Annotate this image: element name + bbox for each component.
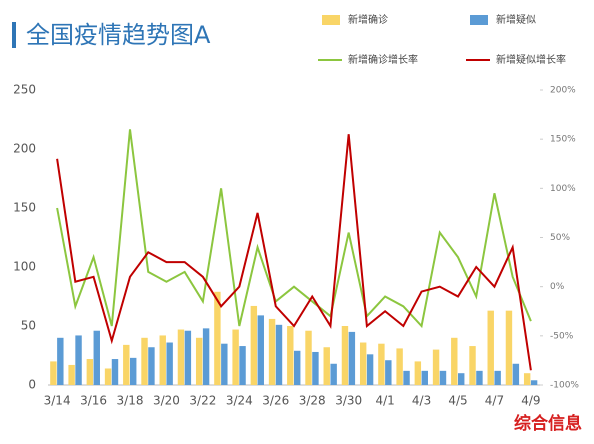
- line-series: [56, 129, 532, 329]
- bar: [414, 361, 422, 385]
- bar: [487, 310, 494, 385]
- y-tick-label: 250: [13, 83, 36, 97]
- bar: [403, 370, 410, 385]
- bar: [221, 343, 228, 385]
- bar: [330, 363, 337, 385]
- bar: [366, 354, 374, 385]
- x-tick-label: 3/14: [44, 394, 71, 408]
- y-tick-label: 0: [28, 378, 36, 392]
- x-tick-label: 3/24: [226, 394, 253, 408]
- y2-tick-label: -100%: [550, 381, 579, 391]
- y2-tick-label: 50%: [550, 233, 570, 243]
- x-tick-label: 4/9: [521, 394, 540, 408]
- x-tick-label: 4/1: [375, 394, 394, 408]
- x-tick-label: 4/7: [485, 394, 504, 408]
- bar: [159, 335, 166, 385]
- bar: [93, 330, 100, 385]
- bar: [202, 328, 210, 385]
- bar: [166, 342, 173, 385]
- bar: [75, 335, 82, 385]
- bar: [432, 349, 440, 385]
- bar: [123, 344, 130, 385]
- bar: [294, 350, 301, 385]
- bar: [50, 361, 57, 385]
- y2-tick-label: 150%: [550, 135, 576, 145]
- legend-swatch: [470, 15, 488, 25]
- y-tick-label: 200: [13, 142, 36, 156]
- x-tick-label: 3/28: [299, 394, 326, 408]
- bar: [177, 329, 185, 385]
- bar: [268, 318, 276, 385]
- x-tick-label: 4/3: [412, 394, 431, 408]
- legend-label: 新增疑似: [496, 13, 536, 26]
- bar: [111, 359, 119, 385]
- y-tick-label: 150: [13, 201, 36, 215]
- bar: [239, 346, 246, 385]
- bar: [86, 359, 94, 385]
- bar: [141, 337, 148, 385]
- legend-label: 新增确诊: [348, 13, 388, 26]
- bar: [505, 310, 513, 385]
- bar: [378, 343, 385, 385]
- bar: [530, 380, 538, 385]
- y2-tick-label: 100%: [550, 184, 576, 194]
- bar: [494, 370, 501, 385]
- bar: [523, 373, 531, 385]
- bar: [469, 346, 476, 385]
- x-tick-label: 3/16: [80, 394, 107, 408]
- bar: [421, 370, 428, 385]
- legend-label: 新增确诊增长率: [348, 53, 418, 66]
- bar: [57, 337, 64, 385]
- bar: [476, 370, 483, 385]
- x-tick-label: 3/30: [335, 394, 362, 408]
- x-tick-label: 3/22: [189, 394, 216, 408]
- x-tick-label: 3/26: [262, 394, 289, 408]
- bar: [184, 330, 192, 385]
- bar: [104, 368, 112, 385]
- y2-tick-label: 200%: [550, 86, 576, 96]
- bar: [396, 348, 403, 385]
- bar: [148, 347, 155, 385]
- x-tick-label: 4/5: [448, 394, 467, 408]
- bar: [195, 337, 203, 385]
- bar: [214, 291, 221, 385]
- bar: [305, 330, 312, 385]
- chart-title: 全国疫情趋势图A: [26, 21, 211, 49]
- bar: [439, 370, 447, 385]
- title-accent: [12, 22, 16, 48]
- bar: [512, 363, 520, 385]
- x-tick-label: 3/18: [117, 394, 144, 408]
- legend-swatch: [322, 15, 340, 25]
- bar: [68, 364, 75, 385]
- y2-tick-label: 0%: [550, 282, 565, 292]
- bar: [451, 337, 458, 385]
- bar: [323, 347, 330, 385]
- bar: [348, 331, 356, 385]
- bar: [250, 305, 258, 385]
- bar: [275, 324, 283, 385]
- line-series: [56, 134, 532, 371]
- bar: [232, 329, 239, 385]
- y-tick-label: 100: [13, 260, 36, 274]
- watermark: 综合信息: [514, 413, 582, 434]
- bar: [341, 326, 349, 385]
- legend-label: 新增疑似增长率: [496, 53, 566, 66]
- bar: [130, 357, 137, 385]
- bar: [257, 315, 264, 385]
- bar: [287, 326, 294, 385]
- y2-tick-label: -50%: [550, 331, 574, 341]
- bar: [385, 360, 392, 385]
- bar: [458, 373, 465, 385]
- bar: [312, 351, 319, 385]
- bar: [359, 342, 367, 385]
- x-tick-label: 3/20: [153, 394, 180, 408]
- y-tick-label: 50: [21, 319, 36, 333]
